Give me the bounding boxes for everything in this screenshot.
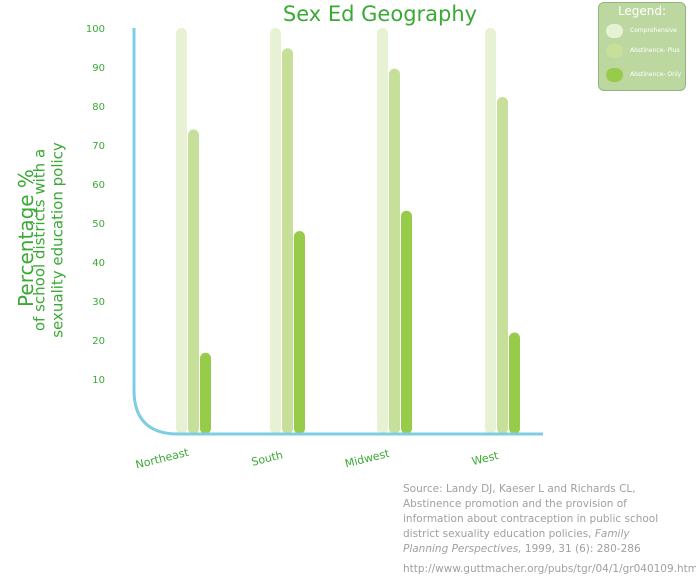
x-category-label-northeast: Northeast bbox=[134, 446, 191, 472]
y-tick-label: 50 bbox=[92, 219, 105, 230]
legend-item-abstinence-only: Abstinence- Only bbox=[606, 68, 686, 84]
bar-south-abstinence-only bbox=[294, 231, 305, 434]
y-tick-label: 10 bbox=[92, 375, 105, 386]
y-tick-label: 100 bbox=[86, 24, 105, 35]
bar-west-comprehensive bbox=[485, 28, 496, 434]
source-citation: Source: Landy DJ, Kaeser L and Richards … bbox=[403, 482, 663, 557]
bar-west-abstinence-only bbox=[509, 332, 520, 434]
legend-swatch-abstinence-plus bbox=[606, 44, 623, 58]
legend-title: Legend: bbox=[617, 4, 667, 18]
bar-west-abstinence-plus bbox=[497, 97, 508, 435]
legend-label-comprehensive: Comprehensive bbox=[630, 27, 677, 34]
source-journal-1: Family bbox=[594, 528, 630, 540]
bars-layer bbox=[176, 28, 520, 435]
bar-northeast-abstinence-plus bbox=[188, 129, 199, 434]
bar-south-abstinence-plus bbox=[282, 48, 293, 435]
legend-label-abstinence-plus: Abstinence- Plus bbox=[630, 47, 680, 54]
y-tick-label: 40 bbox=[92, 258, 105, 269]
bar-midwest-abstinence-only bbox=[401, 210, 412, 434]
y-tick-label: 20 bbox=[92, 336, 105, 347]
bar-northeast-abstinence-only bbox=[200, 352, 211, 434]
y-tick-label: 90 bbox=[92, 63, 105, 74]
bar-midwest-abstinence-plus bbox=[389, 68, 400, 434]
source-url[interactable]: http://www.guttmacher.org/pubs/tgr/04/1/… bbox=[403, 563, 696, 575]
source-journal-2: Planning Perspectives, bbox=[403, 543, 522, 555]
bar-midwest-comprehensive bbox=[377, 28, 388, 434]
x-category-label-midwest: Midwest bbox=[344, 447, 392, 471]
legend-label-abstinence-only: Abstinence- Only bbox=[630, 71, 682, 78]
legend: Legend: Comprehensive Abstinence- Plus A… bbox=[598, 2, 686, 91]
source-line-1: Source: Landy DJ, Kaeser L and Richards … bbox=[403, 483, 636, 495]
bar-south-comprehensive bbox=[270, 28, 281, 434]
y-tick-label: 60 bbox=[92, 180, 105, 191]
x-category-label-west: West bbox=[470, 449, 500, 468]
source-line-2: Abstinence promotion and the provision o… bbox=[403, 498, 627, 510]
source-line-4: district sexuality education policies, bbox=[403, 528, 592, 540]
bar-northeast-comprehensive bbox=[176, 28, 187, 434]
y-ticks-layer: 10 20 30 40 50 60 70 80 90 100 bbox=[86, 24, 105, 386]
y-axis-line bbox=[132, 28, 179, 436]
legend-item-comprehensive: Comprehensive bbox=[606, 24, 686, 40]
chart-title: Sex Ed Geography bbox=[282, 2, 478, 26]
source-citation-detail: 1999, 31 (6): 280-286 bbox=[524, 543, 641, 555]
legend-swatch-comprehensive bbox=[606, 24, 623, 38]
y-tick-label: 30 bbox=[92, 297, 105, 308]
x-category-label-south: South bbox=[250, 448, 284, 468]
legend-item-abstinence-plus: Abstinence- Plus bbox=[606, 44, 686, 60]
legend-swatch-abstinence-only bbox=[606, 68, 623, 82]
source-line-3: information about contraception in publi… bbox=[403, 513, 659, 525]
y-tick-label: 80 bbox=[92, 102, 105, 113]
x-categories-layer: Northeast South Midwest West bbox=[134, 446, 500, 472]
y-tick-label: 70 bbox=[92, 141, 105, 152]
